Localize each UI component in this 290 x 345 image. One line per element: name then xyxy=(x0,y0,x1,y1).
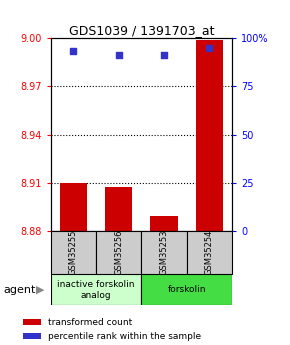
Point xyxy=(207,45,212,50)
Text: forskolin: forskolin xyxy=(167,285,206,294)
Bar xyxy=(142,274,232,305)
Text: percentile rank within the sample: percentile rank within the sample xyxy=(48,332,202,341)
Text: agent: agent xyxy=(3,285,35,295)
Text: GSM35254: GSM35254 xyxy=(205,230,214,275)
Text: GSM35256: GSM35256 xyxy=(114,230,123,275)
Bar xyxy=(23,319,41,325)
Bar xyxy=(96,231,142,274)
Bar xyxy=(105,187,132,231)
Text: inactive forskolin
analog: inactive forskolin analog xyxy=(57,280,135,299)
Bar xyxy=(142,231,187,274)
Bar xyxy=(187,231,232,274)
Text: ▶: ▶ xyxy=(36,285,45,295)
Text: GSM35255: GSM35255 xyxy=(69,230,78,275)
Bar xyxy=(51,274,142,305)
Point xyxy=(162,52,166,58)
Bar xyxy=(60,183,87,231)
Text: transformed count: transformed count xyxy=(48,318,133,327)
Text: GSM35253: GSM35253 xyxy=(160,230,168,275)
Bar xyxy=(23,333,41,339)
Bar xyxy=(51,231,96,274)
Title: GDS1039 / 1391703_at: GDS1039 / 1391703_at xyxy=(69,24,214,37)
Point xyxy=(71,49,76,54)
Bar xyxy=(196,40,223,231)
Point xyxy=(116,52,121,58)
Bar xyxy=(151,216,177,231)
